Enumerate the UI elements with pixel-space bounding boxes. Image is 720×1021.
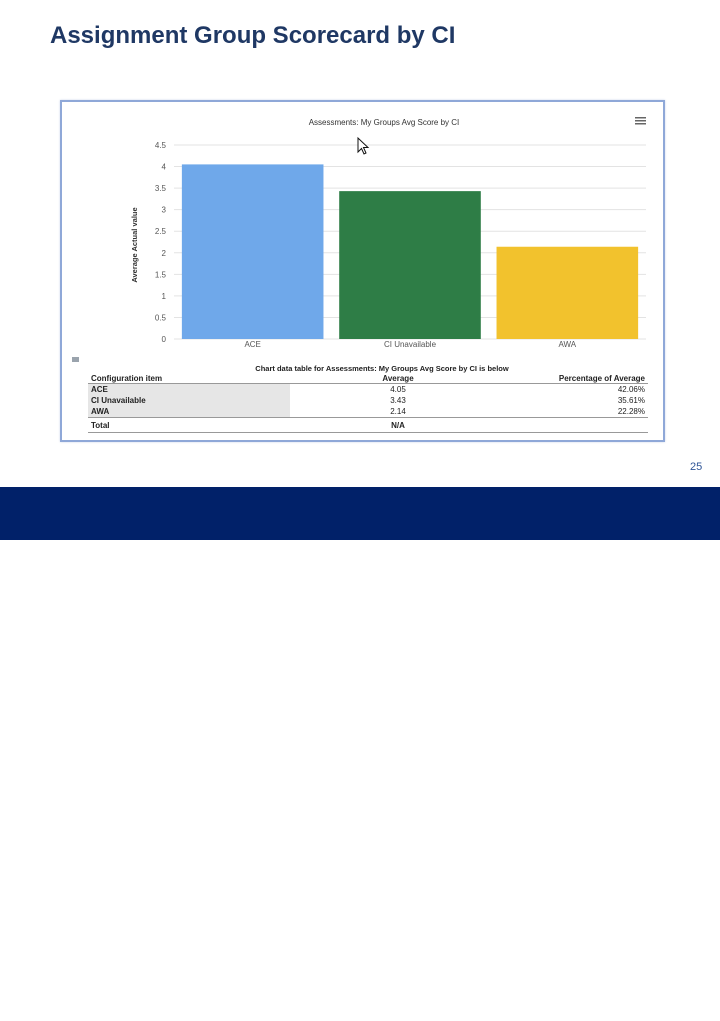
- y-tick-label: 4.5: [155, 141, 167, 150]
- row-average: 2.14: [390, 407, 406, 416]
- x-tick-label: AWA: [559, 340, 577, 349]
- y-tick-label: 1: [162, 292, 167, 301]
- col-header-config-item: Configuration item: [88, 374, 290, 384]
- y-axis-label: Average Actual value: [130, 207, 139, 282]
- table-total-row: Total N/A: [88, 417, 648, 433]
- logo-sub-3: TECHNOLOGY: [610, 1006, 648, 1011]
- table-toggle-icon[interactable]: [72, 357, 79, 362]
- emory-logo: EMORY LIBRARIES & INFORMATION TECHNOLOGY: [583, 980, 693, 1021]
- col-header-percentage: Percentage of Average: [506, 374, 648, 384]
- total-value: N/A: [290, 417, 506, 433]
- bar-ace[interactable]: [181, 164, 324, 339]
- y-tick-label: 2.5: [155, 227, 167, 236]
- x-tick-label: CI Unavailable: [384, 340, 437, 349]
- bar-ci-unavailable[interactable]: [339, 191, 481, 339]
- chart-data-table: Configuration item Average Percentage of…: [88, 374, 648, 433]
- y-tick-label: 1.5: [155, 270, 167, 279]
- row-average: 3.43: [390, 396, 406, 405]
- col-header-average: Average: [290, 374, 506, 384]
- emory-shield-icon: [584, 985, 604, 1006]
- y-tick-label: 3.5: [155, 184, 167, 193]
- chart-title: Assessments: My Groups Avg Score by CI: [309, 118, 460, 127]
- logo-name: EMORY: [610, 980, 660, 994]
- y-tick-label: 3: [162, 206, 167, 215]
- row-name: CI Unavailable: [88, 395, 290, 406]
- footer-bar: EMORY LIBRARIES & INFORMATION TECHNOLOGY: [0, 487, 720, 1011]
- x-tick-label: ACE: [244, 340, 260, 349]
- y-tick-label: 0.5: [155, 313, 167, 322]
- row-average: 4.05: [390, 385, 406, 394]
- table-row: ACE 4.05 42.06%: [88, 383, 648, 395]
- mouse-pointer-icon: [357, 136, 370, 155]
- row-percentage: 42.06%: [617, 385, 645, 394]
- y-tick-label: 0: [162, 335, 167, 344]
- table-row: AWA 2.14 22.28%: [88, 406, 648, 418]
- y-tick-label: 4: [162, 163, 167, 172]
- bar-chart: Assessments: My Groups Avg Score by CI 0…: [130, 117, 646, 349]
- chart-menu-icon[interactable]: [635, 117, 646, 125]
- row-name: AWA: [88, 406, 290, 418]
- slide-title: Assignment Group Scorecard by CI: [50, 22, 456, 49]
- table-row: CI Unavailable 3.43 35.61%: [88, 395, 648, 406]
- page-number: 25: [690, 461, 703, 473]
- row-percentage: 35.61%: [617, 396, 645, 405]
- chart-screenshot-frame: Assessments: My Groups Avg Score by CI 0…: [60, 100, 665, 442]
- table-header-row: Configuration item Average Percentage of…: [88, 374, 648, 384]
- row-name: ACE: [88, 383, 290, 395]
- bar-awa[interactable]: [496, 246, 639, 339]
- y-tick-label: 2: [162, 249, 167, 258]
- row-percentage: 22.28%: [617, 407, 645, 416]
- total-label: Total: [88, 417, 290, 433]
- table-caption: Chart data table for Assessments: My Gro…: [255, 364, 509, 373]
